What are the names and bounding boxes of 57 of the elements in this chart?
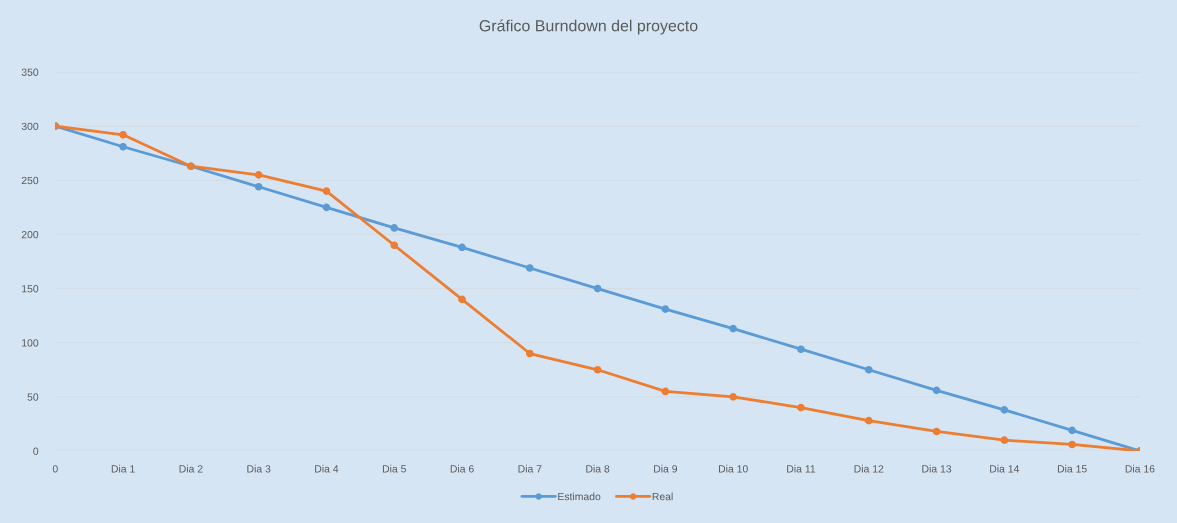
point bbox=[254, 171, 263, 179]
x-tick-label: Dia 5 bbox=[382, 464, 406, 473]
x-tick-label: Dia 3 bbox=[247, 464, 271, 473]
point bbox=[593, 284, 602, 293]
point bbox=[119, 142, 127, 151]
point bbox=[390, 224, 399, 232]
point bbox=[1000, 406, 1009, 414]
point bbox=[458, 295, 466, 304]
x-tick-label: Dia 15 bbox=[1057, 464, 1087, 473]
x-tick-label: Dia 6 bbox=[450, 464, 474, 473]
point bbox=[864, 416, 873, 425]
y-tick-label: 50 bbox=[27, 393, 39, 401]
point bbox=[729, 393, 738, 401]
point bbox=[932, 386, 941, 395]
x-tick-label: Dia 10 bbox=[719, 464, 748, 473]
y-tick-label: 300 bbox=[21, 122, 39, 131]
point bbox=[661, 387, 670, 396]
point bbox=[797, 345, 805, 354]
y-tick-label: 150 bbox=[22, 285, 39, 293]
y-tick-label: 0 bbox=[33, 447, 39, 455]
point bbox=[458, 243, 466, 252]
legend-label: Estimado bbox=[558, 492, 601, 501]
x-tick-label: Dia 11 bbox=[787, 464, 816, 473]
point bbox=[661, 305, 670, 313]
x-tick-label: Dia 13 bbox=[922, 464, 952, 473]
point bbox=[119, 130, 127, 139]
x-tick-label: Dia 16 bbox=[1125, 464, 1155, 473]
x-tick-label: Dia 7 bbox=[518, 464, 542, 473]
point bbox=[322, 203, 331, 212]
y-tick-label: 200 bbox=[21, 230, 39, 239]
point bbox=[1068, 426, 1076, 435]
x-tick-label: Dia 14 bbox=[990, 464, 1020, 473]
point bbox=[932, 427, 941, 436]
point bbox=[322, 187, 331, 195]
y-tick-label: 250 bbox=[21, 176, 39, 185]
line-series bbox=[55, 122, 1140, 451]
point bbox=[593, 365, 602, 374]
chart-title: Gráfico Burndown del proyecto bbox=[479, 19, 698, 35]
y-tick-label: 100 bbox=[22, 339, 39, 347]
y-tick-label: 350 bbox=[21, 68, 39, 76]
point bbox=[729, 324, 738, 333]
point bbox=[390, 241, 399, 250]
legend-label: Real bbox=[652, 492, 673, 501]
point bbox=[1000, 436, 1009, 444]
x-tick-label: Dia 9 bbox=[654, 464, 678, 473]
point bbox=[1068, 440, 1076, 449]
x-tick-label: Dia 8 bbox=[586, 464, 610, 473]
x-tick-label: Dia 12 bbox=[854, 464, 884, 473]
point bbox=[254, 182, 263, 191]
point bbox=[864, 365, 873, 374]
point bbox=[526, 349, 534, 358]
x-tick-label: Dia 4 bbox=[315, 464, 339, 473]
x-tick-label: Dia 2 bbox=[179, 464, 203, 473]
x-tick-label: 0 bbox=[52, 465, 58, 473]
point bbox=[797, 403, 805, 412]
point bbox=[526, 264, 534, 272]
x-tick-label: Dia 1 bbox=[111, 464, 135, 473]
